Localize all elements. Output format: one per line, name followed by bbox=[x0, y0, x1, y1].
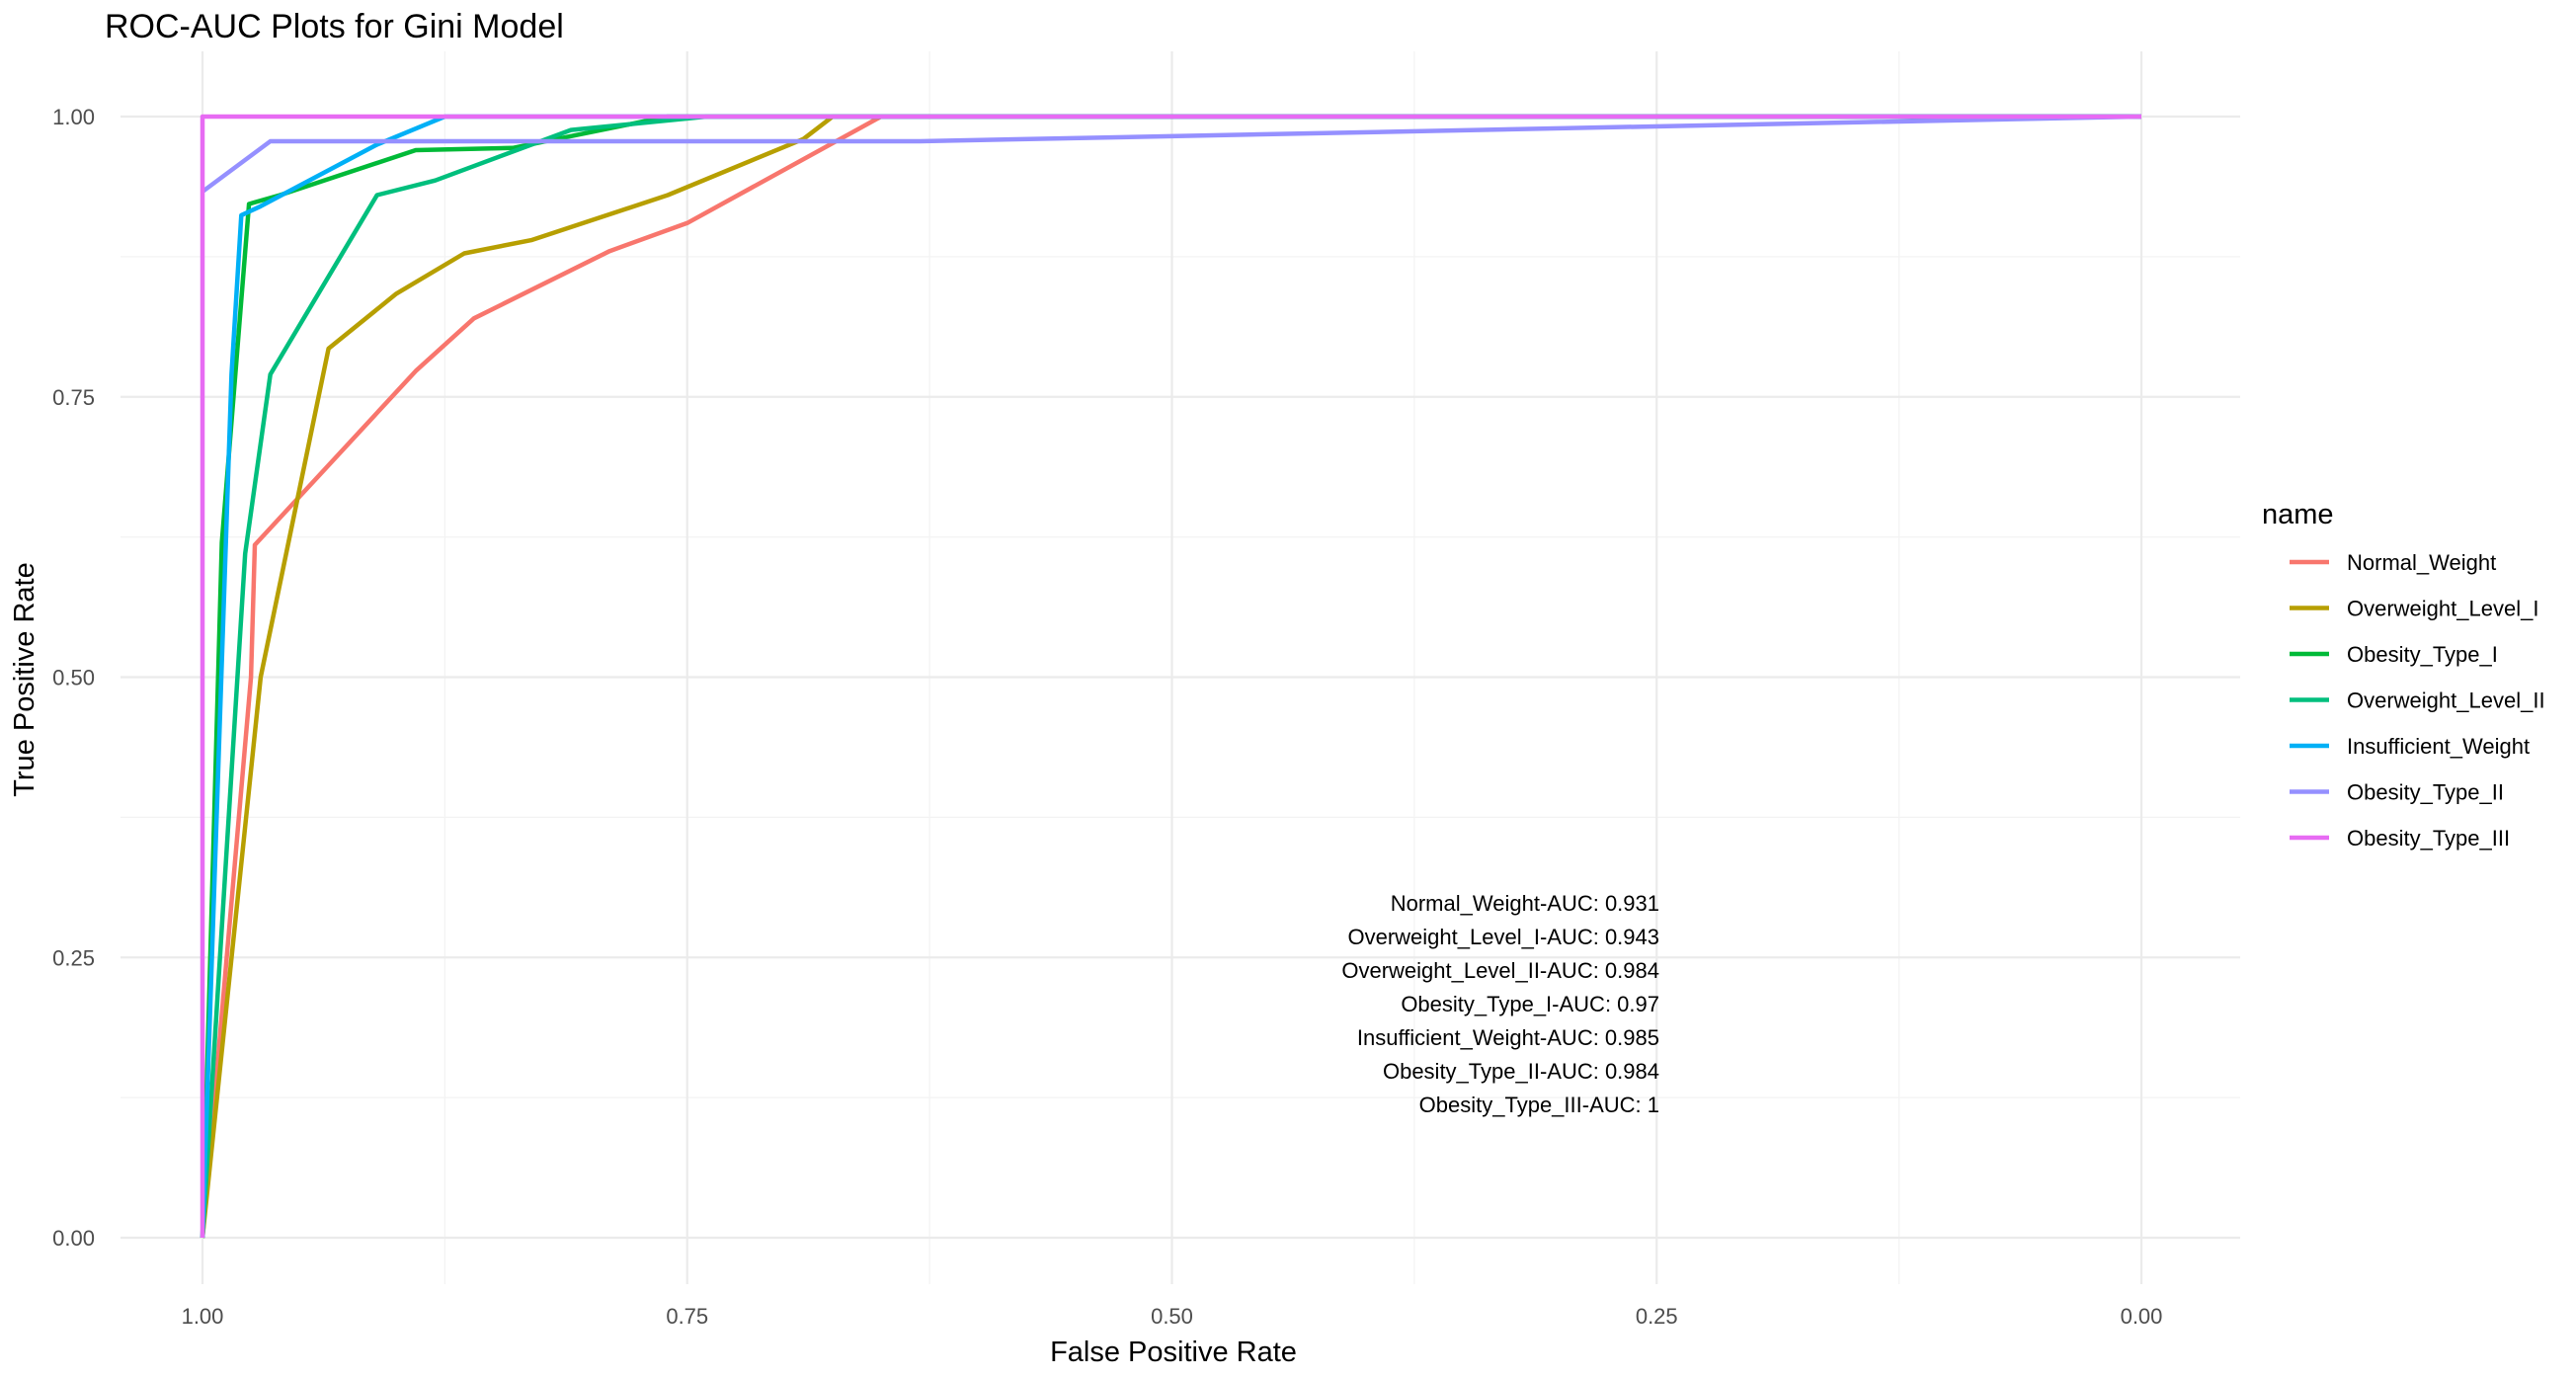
series-line-obesity-type-ii bbox=[201, 114, 2142, 194]
series-line-normal-weight bbox=[200, 114, 2141, 1239]
auc-annotation: Obesity_Type_I-AUC: 0.97 bbox=[1401, 992, 1659, 1016]
legend-label: Insufficient_Weight bbox=[2347, 734, 2530, 759]
legend-label: Obesity_Type_I bbox=[2347, 642, 2498, 667]
legend-label: Obesity_Type_II bbox=[2347, 780, 2504, 805]
legend: name Normal_Weight Overweight_Level_I Obesi… bbox=[2262, 499, 2545, 851]
chart-title: ROC-AUC Plots for Gini Model bbox=[105, 8, 564, 45]
auc-annotation: Insufficient_Weight-AUC: 0.985 bbox=[1357, 1025, 1659, 1050]
x-tick-label: 1.00 bbox=[182, 1304, 224, 1329]
y-tick-label: 1.00 bbox=[52, 105, 95, 129]
grid-layer bbox=[121, 51, 2240, 1284]
x-tick-label: 0.75 bbox=[666, 1304, 708, 1329]
auc-annotation: Obesity_Type_III-AUC: 1 bbox=[1419, 1093, 1659, 1117]
series-line-overweight-level-i bbox=[200, 114, 2141, 1239]
y-tick-label: 0.75 bbox=[52, 385, 95, 410]
legend-title: name bbox=[2262, 499, 2334, 530]
auc-annotation: Obesity_Type_II-AUC: 0.984 bbox=[1383, 1059, 1659, 1084]
x-tick-label: 0.00 bbox=[2121, 1304, 2163, 1329]
y-tick-label: 0.00 bbox=[52, 1226, 95, 1251]
series-line-obesity-type-iii bbox=[200, 114, 2141, 1238]
x-tick-label: 0.25 bbox=[1636, 1304, 1678, 1329]
annotation-layer: Normal_Weight-AUC: 0.931 Overweight_Level… bbox=[1341, 891, 1659, 1117]
x-tick-label: 0.50 bbox=[1151, 1304, 1193, 1329]
series-line-overweight-level-ii bbox=[200, 114, 2141, 1239]
y-tick-label: 0.25 bbox=[52, 945, 95, 970]
legend-label: Normal_Weight bbox=[2347, 550, 2496, 575]
tick-layer: 1.00 0.75 0.50 0.25 0.00 0.00 0.25 0.50 0.75 1.00 bbox=[52, 105, 2162, 1329]
y-axis-title: True Positive Rate bbox=[9, 562, 40, 796]
auc-annotation: Overweight_Level_I-AUC: 0.943 bbox=[1348, 925, 1660, 949]
legend-label: Obesity_Type_III bbox=[2347, 826, 2510, 851]
auc-annotation: Normal_Weight-AUC: 0.931 bbox=[1391, 891, 1659, 916]
auc-annotation: Overweight_Level_II-AUC: 0.984 bbox=[1341, 958, 1659, 983]
y-tick-label: 0.50 bbox=[52, 666, 95, 690]
legend-label: Overweight_Level_II bbox=[2347, 689, 2545, 713]
series-layer bbox=[200, 114, 2142, 1239]
x-axis-title: False Positive Rate bbox=[1050, 1337, 1297, 1368]
legend-label: Overweight_Level_I bbox=[2347, 597, 2538, 621]
